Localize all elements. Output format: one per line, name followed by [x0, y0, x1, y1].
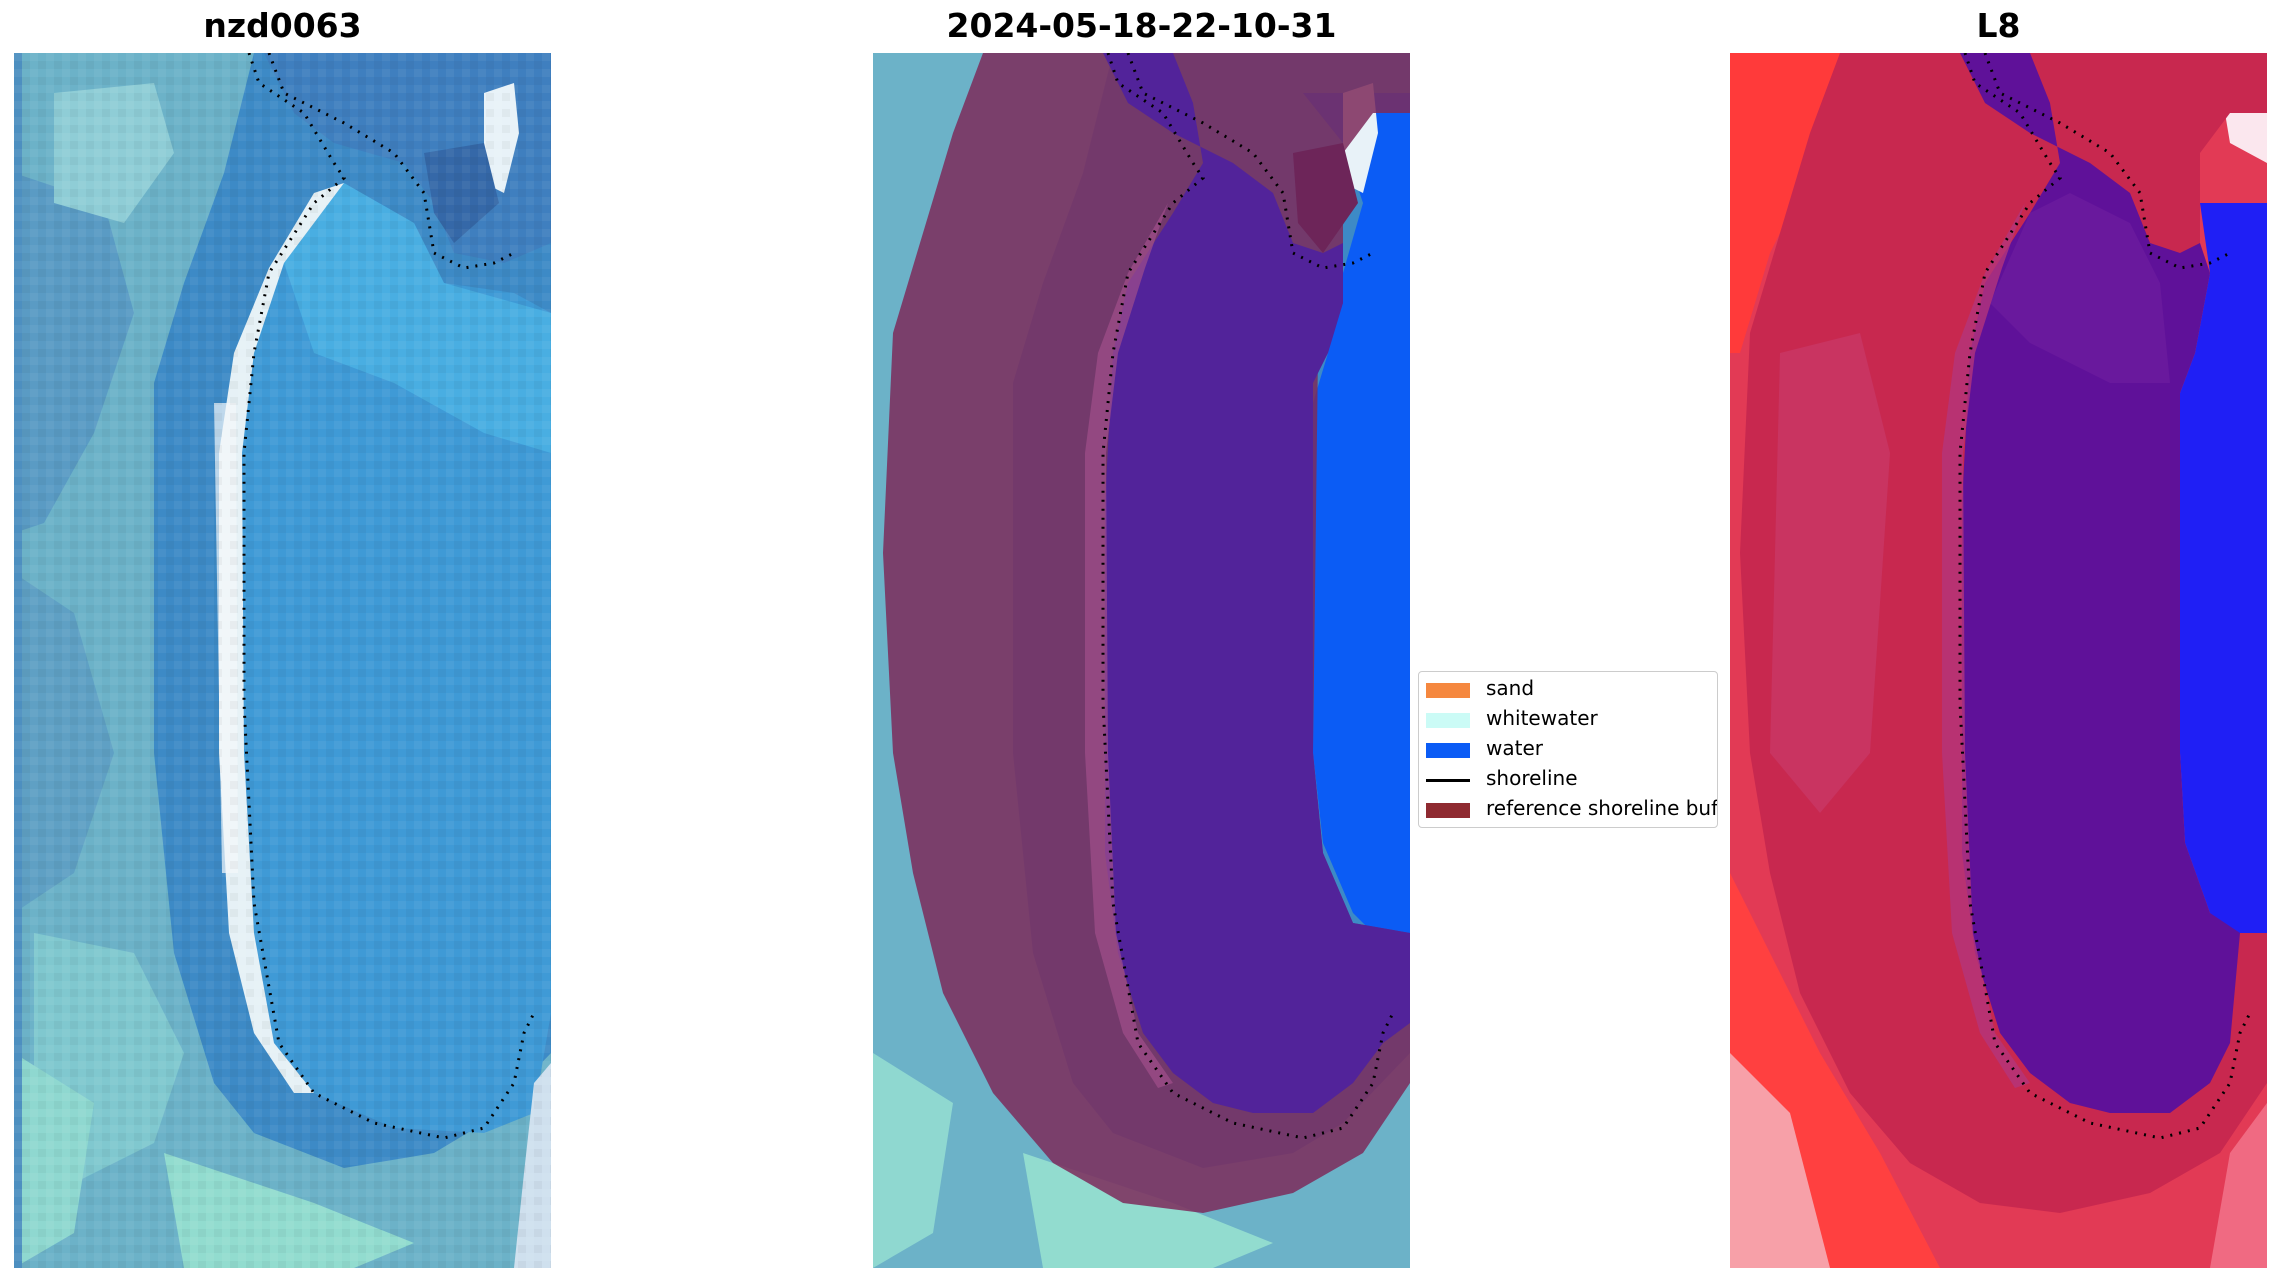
- panel-title-classified: 2024-05-18-22-10-31: [946, 6, 1337, 45]
- classified-image-panel: [873, 53, 1410, 1268]
- l8-index-panel: [1730, 53, 2267, 1268]
- legend-label-reference-buffer: reference shoreline buffer: [1486, 796, 1718, 820]
- rgb-image-panel: [14, 53, 551, 1268]
- legend-swatch-whitewater: [1426, 713, 1470, 728]
- shoreline-classified: [1101, 53, 1395, 1140]
- legend-item-shoreline: shoreline: [1419, 764, 1717, 794]
- legend-line-shoreline: [1426, 779, 1470, 782]
- legend-item-reference-buffer: reference shoreline buffer: [1419, 794, 1717, 824]
- legend-label-shoreline: shoreline: [1486, 766, 1578, 790]
- legend-swatch-reference-buffer: [1426, 803, 1470, 818]
- rgb-image: [14, 53, 551, 1268]
- legend-label-water: water: [1486, 736, 1543, 760]
- shoreline-l8: [1958, 53, 2252, 1140]
- legend-item-sand: sand: [1419, 674, 1717, 704]
- panel-title-l8: L8: [1976, 6, 2021, 45]
- legend-item-water: water: [1419, 734, 1717, 764]
- legend-swatch-sand: [1426, 683, 1470, 698]
- legend-label-whitewater: whitewater: [1486, 706, 1598, 730]
- l8-index-image: [1730, 53, 2267, 1268]
- shoreline-rgb: [242, 53, 536, 1140]
- legend-swatch-water: [1426, 743, 1470, 758]
- legend-label-sand: sand: [1486, 676, 1535, 700]
- legend-item-whitewater: whitewater: [1419, 704, 1717, 734]
- classified-image: [873, 53, 1410, 1268]
- panel-title-rgb: nzd0063: [203, 6, 362, 45]
- legend: sand whitewater water shoreline referenc…: [1418, 671, 1718, 828]
